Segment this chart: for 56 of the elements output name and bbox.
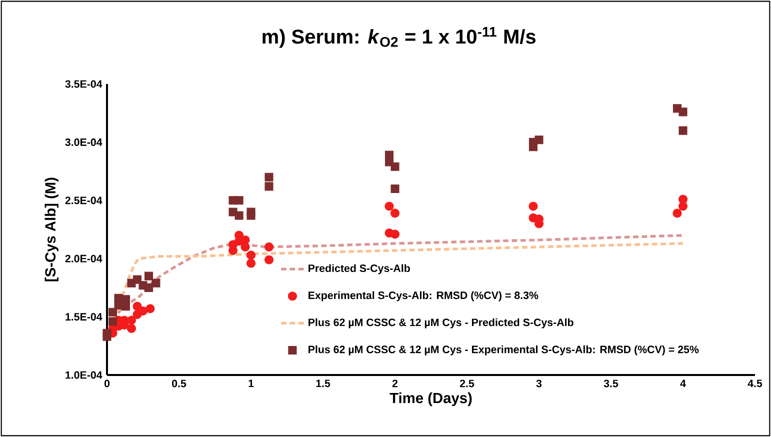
point: [390, 208, 400, 218]
point: [678, 108, 688, 116]
point: [234, 196, 244, 205]
point: [264, 172, 274, 182]
x-tick-label: 2.5: [460, 380, 474, 388]
point: [234, 211, 244, 220]
point: [390, 162, 400, 171]
x-tick-label: 4.5: [748, 380, 762, 388]
legend-label: Experimental S-Cys-Alb: RMSD (%CV) = 8.3%: [308, 291, 538, 302]
chart-title: m) Serum: k$_{O2}$ = 1 x 10$^{-11}$ M/s: [262, 26, 536, 48]
point: [678, 194, 688, 204]
point: [144, 272, 154, 280]
x-tick-label: 0.5: [172, 380, 186, 388]
x-tick-label: 2: [392, 380, 398, 388]
point: [152, 278, 160, 288]
legend-label: Plus 62 µM CSSC & 12 µM Cys - Predicted S-Cys-Alb: [308, 318, 574, 328]
point: [672, 208, 682, 218]
legend-label: Plus 62 µM CSSC & 12 µM Cys - Experimental S-Cys-Alb: RMSD (%CV) = 25%: [308, 345, 699, 356]
point: [528, 202, 538, 211]
point: [144, 283, 154, 292]
y-tick-label: 2.5E-04: [65, 196, 102, 204]
point: [678, 126, 688, 135]
point: [121, 302, 130, 311]
y-tick-label: 2.0E-04: [65, 254, 102, 262]
point: [246, 211, 256, 220]
point: [246, 250, 256, 260]
y-tick-label: 1.5E-04: [66, 313, 102, 321]
point: [102, 328, 112, 338]
x-tick-label: 4: [680, 380, 686, 388]
x-tick-label: 3.5: [604, 380, 618, 388]
x-axis-title: Time (Days): [390, 392, 472, 406]
point: [264, 255, 274, 264]
point: [264, 182, 274, 191]
point: [534, 136, 544, 144]
point: [126, 324, 136, 333]
x-tick-label: 1: [248, 380, 254, 388]
y-tick-label: 3.5E-04: [65, 80, 102, 88]
point: [108, 317, 118, 326]
y-tick-label: 1.0E-04: [66, 371, 102, 379]
point: [246, 258, 256, 268]
x-tick-label: 1.5: [316, 380, 330, 388]
y-axis-title: [S-Cys Alb] (M): [44, 178, 58, 282]
point: [126, 316, 136, 325]
point: [264, 242, 274, 252]
point: [108, 308, 118, 316]
point: [146, 304, 155, 314]
point: [390, 184, 400, 194]
point: [132, 275, 142, 284]
x-tick-label: 3: [536, 380, 542, 388]
y-tick-label: 3.0E-04: [65, 138, 102, 146]
point: [138, 306, 148, 316]
x-tick-label: 0: [104, 380, 110, 388]
point: [132, 302, 142, 311]
legend-label: Predicted S-Cys-Alb: [308, 264, 410, 274]
point: [384, 202, 394, 211]
point: [390, 230, 400, 239]
